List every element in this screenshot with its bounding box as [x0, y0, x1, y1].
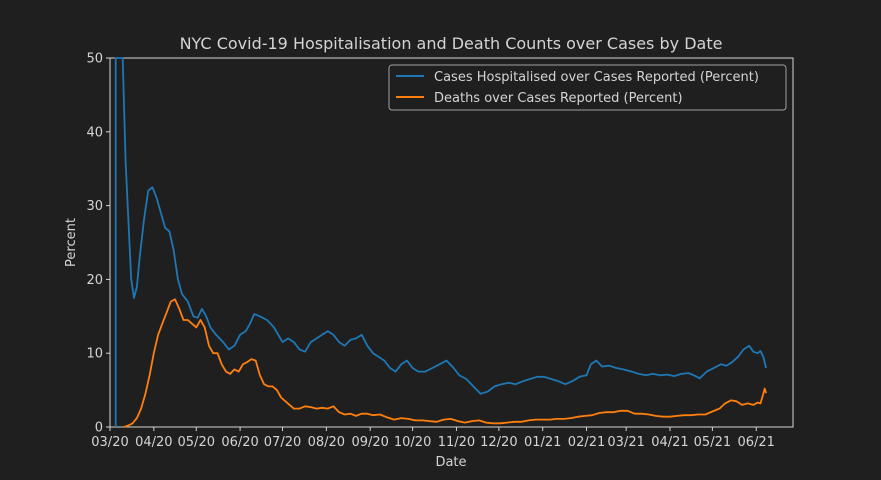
x-tick-label: 06/20: [221, 435, 258, 450]
y-tick-label: 50: [86, 52, 103, 67]
x-tick-label: 03/20: [91, 435, 128, 450]
legend-label-hospitalised: Cases Hospitalised over Cases Reported (…: [434, 70, 759, 85]
x-tick-label: 01/21: [524, 435, 561, 450]
y-tick-label: 40: [86, 125, 103, 140]
legend: Cases Hospitalised over Cases Reported (…: [388, 64, 787, 111]
x-tick-label: 09/20: [351, 435, 388, 450]
x-tick-label: 08/20: [308, 435, 345, 450]
x-tick-label: 12/20: [480, 435, 517, 450]
x-tick-label: 11/20: [438, 435, 475, 450]
axes-frame: [109, 57, 794, 428]
legend-label-deaths: Deaths over Cases Reported (Percent): [434, 91, 683, 106]
x-tick-label: 10/20: [394, 435, 431, 450]
x-tick-label: 06/21: [737, 435, 774, 450]
x-tick-label: 05/21: [694, 435, 731, 450]
y-tick-label: 20: [86, 273, 103, 288]
series-group: [114, 57, 767, 428]
y-axis-label: Percent: [64, 218, 79, 267]
y-tick-label: 10: [86, 347, 103, 362]
x-tick-label: 03/21: [607, 435, 644, 450]
x-tick-label: 07/20: [264, 435, 301, 450]
chart-title: NYC Covid-19 Hospitalisation and Death C…: [180, 34, 723, 53]
x-tick-label: 02/21: [568, 435, 605, 450]
legend-box: [388, 64, 787, 111]
series-line-hospitalised: [114, 57, 767, 427]
y-axis: 0 10 20 30 40 50: [86, 52, 110, 436]
y-tick-label: 30: [86, 199, 103, 214]
x-tick-label: 05/20: [178, 435, 215, 450]
plot-area: [109, 57, 794, 428]
x-axis: 03/20 04/20 05/20 06/20 07/20 08/20 09/20 10/20…: [91, 427, 775, 450]
series-line-deaths: [123, 298, 767, 428]
x-tick-label: 04/21: [651, 435, 688, 450]
x-axis-label: Date: [435, 455, 466, 470]
y-tick-label: 0: [95, 421, 103, 436]
x-tick-label: 04/20: [135, 435, 172, 450]
